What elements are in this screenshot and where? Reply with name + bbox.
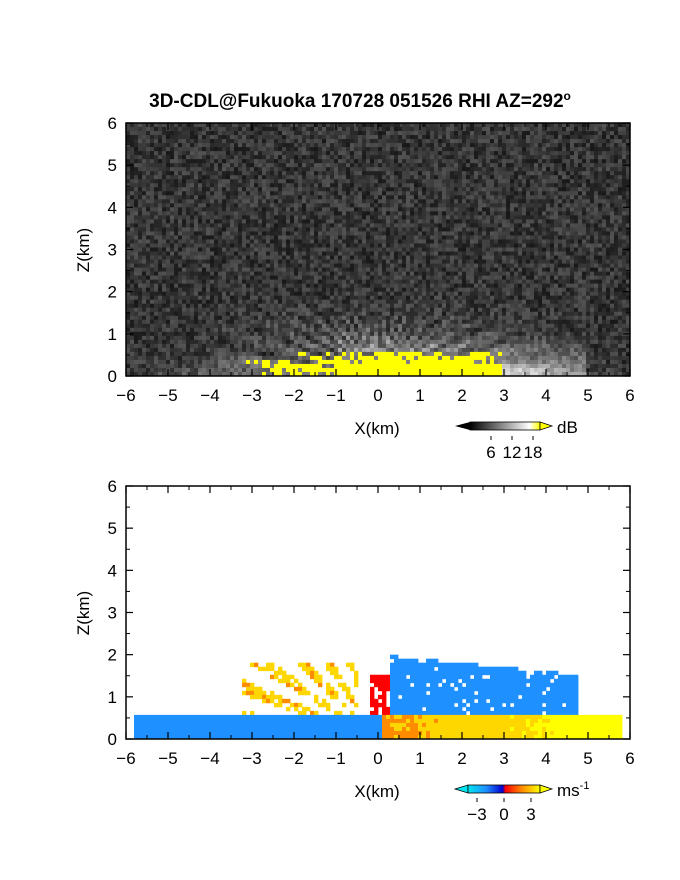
- velocity-colorbar: ms-1 −3 0 3: [453, 780, 589, 824]
- chart-title: 3D-CDL@Fukuoka 170728 051526 RHI AZ=292o: [149, 89, 571, 112]
- colorbar-tick-label: 0: [499, 805, 508, 824]
- velocity-x-tick-label: 3: [499, 749, 508, 768]
- velocity-x-tick-label: 5: [583, 749, 592, 768]
- velocity-y-tick-label: 3: [108, 604, 117, 623]
- velocity-colorbar-unit: ms-1: [557, 780, 589, 800]
- colorbar-tick-label: 12: [503, 443, 522, 462]
- intensity-x-tick-label: −5: [158, 386, 177, 405]
- intensity-y-tick-label: 3: [108, 241, 117, 260]
- intensity-x-axis-label: X(km): [354, 419, 399, 438]
- velocity-y-tick-label: 6: [108, 477, 117, 496]
- intensity-y-tick-label: 0: [108, 367, 117, 386]
- intensity-x-tick-label: −1: [326, 386, 345, 405]
- intensity-y-tick-label: 2: [108, 283, 117, 302]
- intensity-y-tick-label: 5: [108, 156, 117, 175]
- colorbar-tick-label: 18: [524, 443, 543, 462]
- intensity-axes: −6 −5 −4 −3 −2 −1 0 1 2 3 4 5 6 0 1 2 3 4 5 6: [108, 114, 635, 405]
- intensity-y-tick-label: 1: [108, 325, 117, 344]
- velocity-x-tick-label: −5: [158, 749, 177, 768]
- velocity-x-tick-label: −4: [200, 749, 219, 768]
- velocity-axes: −6 −5 −4 −3 −2 −1 0 1 2 3 4 5 6 0 1 2 3 4 5 6: [108, 477, 635, 768]
- velocity-y-tick-label: 1: [108, 688, 117, 707]
- velocity-x-tick-label: 4: [541, 749, 550, 768]
- velocity-x-tick-label: −3: [242, 749, 261, 768]
- colorbar-tick-label: 6: [486, 443, 495, 462]
- velocity-x-tick-label: −2: [284, 749, 303, 768]
- intensity-x-tick-label: 3: [499, 386, 508, 405]
- velocity-y-tick-label: 4: [108, 561, 117, 580]
- intensity-x-tick-label: 5: [583, 386, 592, 405]
- velocity-heatmap: [134, 654, 623, 740]
- velocity-y-tick-label: 2: [108, 646, 117, 665]
- velocity-x-tick-label: 0: [373, 749, 382, 768]
- intensity-x-tick-label: −4: [200, 386, 219, 405]
- intensity-heatmap: [126, 123, 631, 377]
- velocity-y-axis-label: Z(km): [74, 591, 93, 635]
- colorbar-tick-label: −3: [467, 805, 486, 824]
- velocity-y-tick-label: 5: [108, 519, 117, 538]
- intensity-x-tick-label: 4: [541, 386, 550, 405]
- intensity-x-tick-label: 0: [373, 386, 382, 405]
- velocity-y-tick-label: 0: [108, 730, 117, 749]
- intensity-colorbar-unit: dB: [557, 418, 578, 437]
- intensity-y-tick-label: 6: [108, 114, 117, 133]
- colorbar-tick-label: 3: [526, 805, 535, 824]
- intensity-x-tick-label: 2: [457, 386, 466, 405]
- velocity-panel: −6 −5 −4 −3 −2 −1 0 1 2 3 4 5 6 0 1 2 3 4 5 6 X(km) Z(km) m…: [74, 477, 635, 824]
- velocity-x-tick-label: −6: [116, 749, 135, 768]
- intensity-x-tick-label: −2: [284, 386, 303, 405]
- velocity-x-tick-label: 2: [457, 749, 466, 768]
- velocity-x-axis-label: X(km): [354, 782, 399, 801]
- intensity-x-tick-label: 6: [625, 386, 634, 405]
- intensity-y-tick-label: 4: [108, 198, 117, 217]
- velocity-x-tick-label: 1: [415, 749, 424, 768]
- velocity-x-tick-label: 6: [625, 749, 634, 768]
- intensity-x-tick-label: −3: [242, 386, 261, 405]
- intensity-colorbar: dB 6 12 18: [455, 418, 578, 462]
- intensity-y-axis-label: Z(km): [74, 228, 93, 272]
- intensity-x-tick-label: −6: [116, 386, 135, 405]
- velocity-x-tick-label: −1: [326, 749, 345, 768]
- intensity-x-tick-label: 1: [415, 386, 424, 405]
